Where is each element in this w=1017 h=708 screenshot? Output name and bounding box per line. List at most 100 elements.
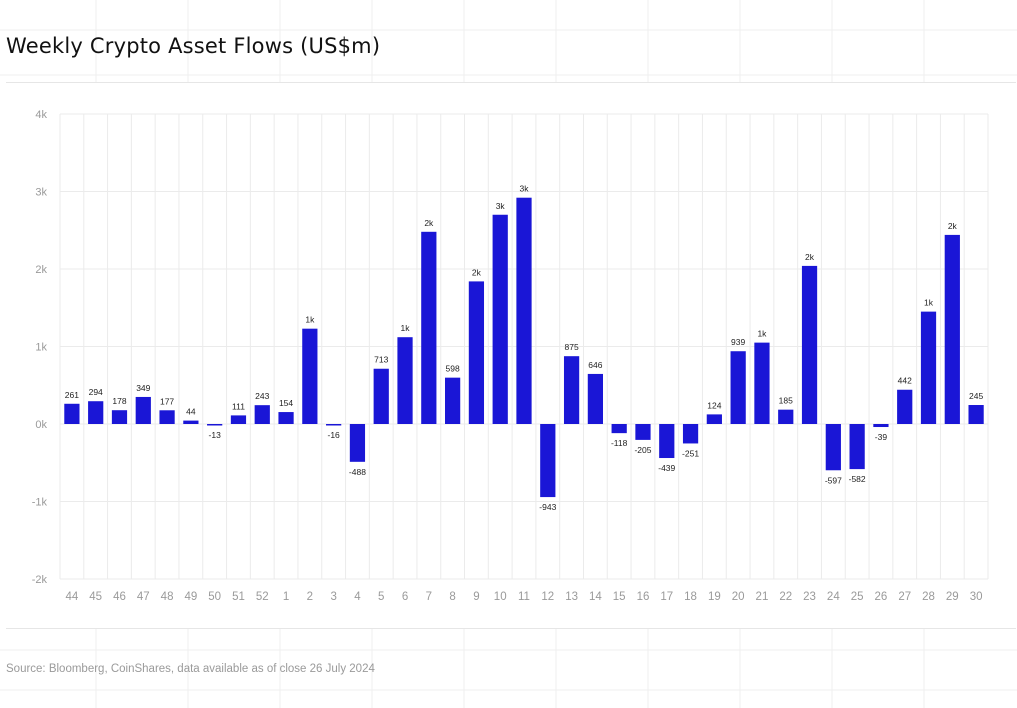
bar-data-label: 111: [232, 401, 245, 411]
bar: [397, 337, 413, 424]
bar: [159, 410, 175, 424]
bar-data-label: 2k: [472, 267, 482, 277]
x-tick-label: 28: [922, 591, 935, 603]
bar: [801, 265, 818, 424]
bar-data-label: -13: [209, 430, 222, 440]
x-tick-label: 51: [232, 591, 245, 603]
x-tick-label: 9: [473, 591, 479, 603]
x-tick-label: 22: [779, 591, 792, 603]
bar: [135, 396, 151, 424]
chart-title: Weekly Crypto Asset Flows (US$m): [6, 34, 381, 58]
bar-data-label: 44: [186, 407, 196, 417]
x-tick-label: 52: [256, 591, 269, 603]
bar-data-label: 3k: [520, 184, 530, 194]
x-tick-label: 6: [402, 591, 408, 603]
x-tick-label: 1: [283, 591, 289, 603]
bar: [944, 234, 960, 424]
bar: [445, 377, 461, 424]
x-tick-label: 14: [589, 591, 602, 603]
bar: [920, 311, 937, 424]
x-tick-label: 5: [378, 591, 384, 603]
bar: [64, 403, 80, 424]
bar-data-label: 1k: [305, 315, 315, 325]
x-tick-label: 30: [970, 591, 983, 603]
bar: [587, 373, 603, 424]
source-note: Source: Bloomberg, CoinShares, data avai…: [6, 663, 375, 675]
x-tick-label: 10: [494, 591, 507, 603]
bar-data-label: 598: [446, 364, 460, 374]
y-tick-label: 1k: [35, 342, 47, 354]
bar: [540, 424, 556, 498]
x-tick-label: 15: [613, 591, 626, 603]
x-tick-label: 16: [637, 591, 650, 603]
bar: [421, 231, 437, 424]
bar: [563, 356, 580, 424]
bar-data-label: -488: [349, 467, 366, 477]
bar-data-label: 178: [112, 396, 126, 406]
x-tick-label: 4: [354, 591, 361, 603]
bar: [778, 409, 794, 424]
bar: [611, 424, 627, 434]
bar-data-label: 646: [588, 360, 602, 370]
x-tick-label: 3: [330, 591, 336, 603]
bar-data-label: 2k: [805, 252, 815, 262]
bar: [897, 389, 913, 424]
bar: [278, 412, 294, 424]
bar: [635, 424, 651, 440]
bar-data-label: 442: [898, 376, 912, 386]
y-tick-label: -2k: [32, 574, 48, 586]
x-tick-label: 18: [684, 591, 697, 603]
y-tick-label: 2k: [35, 264, 47, 276]
bar-data-label: 349: [136, 383, 150, 393]
bar-data-label: 1k: [924, 298, 934, 308]
bar-chart: -2k -1k 0k 1k 2k 3k 4k 26 1 442 9 44 5 178 4 6 349 47 17 7 4…: [32, 109, 989, 603]
bar-data-label: -439: [658, 463, 675, 473]
bar-data-label: -118: [611, 438, 628, 448]
x-tick-label: 20: [732, 591, 745, 603]
y-tick-label: -1k: [32, 497, 48, 509]
y-tick-label: 3k: [35, 187, 47, 199]
bar: [254, 405, 270, 424]
bar: [659, 424, 675, 459]
bar: [730, 351, 746, 424]
x-tick-label: 12: [541, 591, 554, 603]
x-tick-label: 8: [449, 591, 455, 603]
bar-data-label: 2k: [948, 221, 958, 231]
chart-panel: -2k -1k 0k 1k 2k 3k 4k 26 1 44 2 9 4 4 5 178 4 6 349 47 17 7 4…: [6, 82, 1016, 629]
y-tick-label: 4k: [35, 109, 47, 121]
bar: [349, 424, 366, 462]
x-tick-label: 21: [756, 591, 769, 603]
bar: [183, 420, 199, 424]
bar-data-label: 875: [564, 342, 578, 352]
bar: [825, 424, 841, 471]
bar-data-label: 243: [255, 391, 269, 401]
bar-data-label: 939: [731, 337, 745, 347]
x-tick-label: 29: [946, 591, 959, 603]
bar: [754, 342, 770, 424]
x-tick-label: 26: [875, 591, 888, 603]
bar-data-label: 2k: [424, 218, 434, 228]
bar-data-label: 124: [707, 400, 721, 410]
bar: [873, 424, 889, 428]
x-tick-label: 17: [660, 591, 673, 603]
x-tick-label: 19: [708, 591, 721, 603]
x-tick-label: 45: [89, 591, 102, 603]
x-tick-label: 7: [426, 591, 432, 603]
x-tick-label: 47: [137, 591, 150, 603]
bar-data-label: 1k: [757, 329, 767, 339]
bar: [516, 197, 532, 424]
bar-data-label: 3k: [496, 201, 506, 211]
bar-data-label: 185: [779, 396, 793, 406]
bar-data-label: 245: [969, 391, 983, 401]
y-tick-label: 0k: [35, 419, 47, 431]
bar: [682, 424, 699, 444]
bar-data-label: 713: [374, 355, 388, 365]
bar-data-label: -251: [682, 448, 699, 458]
x-tick-label: 24: [827, 591, 840, 603]
bar: [230, 415, 247, 424]
x-tick-label: 2: [307, 591, 313, 603]
bar-data-label: -16: [327, 430, 340, 440]
bar: [468, 281, 485, 424]
x-tick-label: 23: [803, 591, 816, 603]
bar-data-label: -597: [825, 475, 842, 485]
